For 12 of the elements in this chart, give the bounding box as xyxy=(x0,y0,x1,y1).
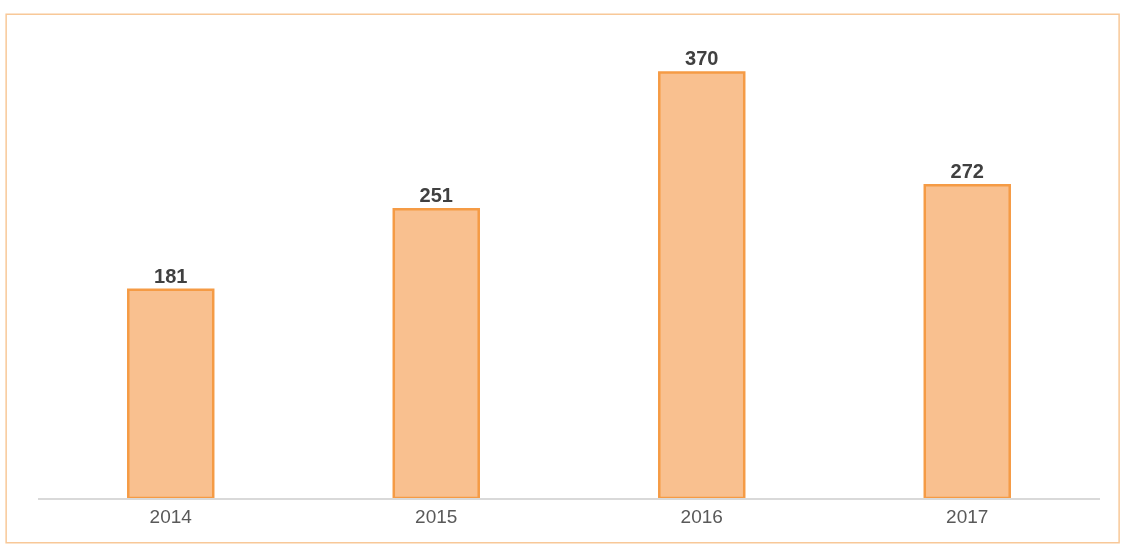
data-label: 251 xyxy=(419,184,453,207)
bar xyxy=(127,288,215,498)
data-label: 181 xyxy=(154,264,188,287)
data-label: 370 xyxy=(685,47,719,70)
bar xyxy=(392,208,480,498)
x-tick-label: 2017 xyxy=(946,505,989,527)
x-tick-label: 2016 xyxy=(680,505,723,527)
bar xyxy=(923,183,1011,498)
x-tick-label: 2015 xyxy=(415,505,458,527)
x-tick-label: 2014 xyxy=(149,505,193,527)
bar xyxy=(658,71,746,498)
data-label: 272 xyxy=(950,160,984,183)
